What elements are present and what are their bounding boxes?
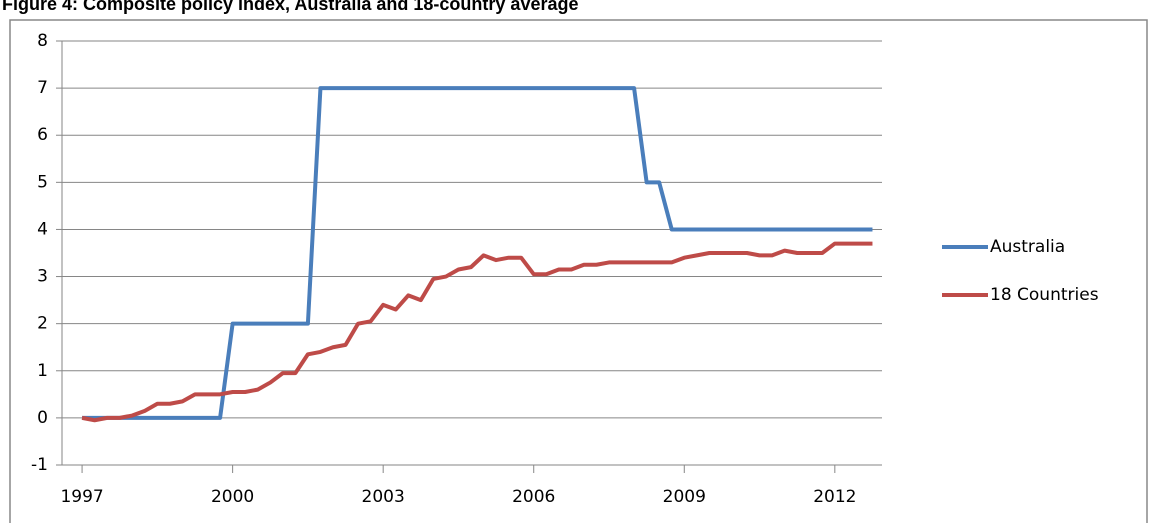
- y-tick-label: 7: [37, 78, 48, 98]
- y-tick-label: 0: [37, 408, 48, 428]
- chart-title: Figure 4: Composite policy index, Austra…: [2, 0, 578, 14]
- y-tick-label: 6: [37, 125, 48, 145]
- series-line: [82, 86, 873, 420]
- x-tick-label: 1997: [60, 487, 103, 507]
- legend-label: 18 Countries: [990, 285, 1099, 305]
- chart-frame: [9, 19, 1148, 523]
- y-tick-label: -1: [31, 455, 48, 475]
- series-line: [81, 241, 873, 423]
- y-tick-label: 4: [37, 219, 48, 239]
- x-tick-label: 2009: [663, 487, 706, 507]
- x-tick-label: 2006: [512, 487, 555, 507]
- y-tick-label: 5: [37, 172, 48, 192]
- y-tick-label: 1: [37, 361, 48, 381]
- y-tick-label: 8: [37, 31, 48, 51]
- y-tick-label: 2: [37, 314, 48, 334]
- legend-label: Australia: [990, 237, 1065, 257]
- x-tick-label: 2003: [362, 487, 405, 507]
- x-tick-label: 2012: [813, 487, 856, 507]
- y-tick-label: 3: [37, 267, 48, 287]
- x-tick-label: 2000: [211, 487, 254, 507]
